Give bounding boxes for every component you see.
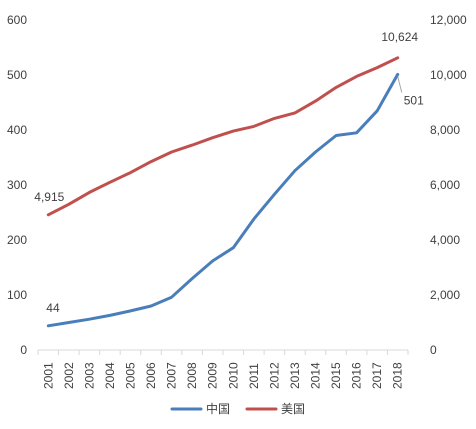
y-right-tick-label: 12,000 — [430, 13, 467, 27]
x-tick-label: 2016 — [350, 362, 364, 389]
data-label: 4,915 — [34, 190, 64, 204]
y-left-tick-label: 600 — [7, 13, 27, 27]
y-left-tick-label: 200 — [7, 233, 27, 247]
data-label: 44 — [46, 301, 60, 315]
y-right-tick-label: 0 — [430, 343, 437, 357]
legend-label-0: 中国 — [206, 401, 230, 416]
series-line-1 — [46, 56, 400, 217]
y-right-tick-label: 2,000 — [430, 288, 460, 302]
x-tick-label: 2001 — [41, 362, 55, 389]
y-left-tick-label: 0 — [20, 343, 27, 357]
annotation-layer: 44 501 4,915 10,624 — [34, 30, 424, 315]
x-tick-label: 2014 — [309, 362, 323, 389]
x-tick-label: 2018 — [391, 362, 405, 389]
y-left-tick-label: 400 — [7, 123, 27, 137]
legend: 中国 美国 — [170, 401, 305, 416]
x-tick-label: 2006 — [144, 362, 158, 389]
y-right-tick-label: 8,000 — [430, 123, 460, 137]
y-right-tick-label: 4,000 — [430, 233, 460, 247]
series-line-0 — [46, 72, 400, 328]
x-tick-label: 2013 — [288, 362, 302, 389]
data-label: 10,624 — [381, 30, 418, 44]
y-right-tick-label: 6,000 — [430, 178, 460, 192]
x-tick-label: 2007 — [165, 362, 179, 389]
x-tick-label: 2009 — [206, 362, 220, 389]
x-tick-label: 2008 — [185, 362, 199, 389]
axes-layer: 0 100 200 300 400 500 600 0 2,000 4,000 6,000 8,000… — [7, 13, 467, 389]
series-lines-layer — [46, 56, 400, 328]
y-left-tick-label: 100 — [7, 288, 27, 302]
x-tick-label: 2002 — [62, 362, 76, 389]
x-tick-label: 2011 — [247, 363, 261, 389]
x-tick-label: 2012 — [267, 362, 281, 389]
legend-label-1: 美国 — [281, 402, 305, 416]
y-right-tick-label: 10,000 — [430, 68, 467, 82]
x-tick-label: 2017 — [370, 362, 384, 389]
x-tick-label: 2015 — [329, 362, 343, 389]
y-left-tick-label: 500 — [7, 68, 27, 82]
data-label: 501 — [404, 93, 424, 107]
y-left-tick-label: 300 — [7, 178, 27, 192]
annotation-leader-line — [397, 76, 403, 93]
x-tick-label: 2010 — [226, 362, 240, 389]
x-tick-label: 2003 — [82, 362, 96, 389]
x-tick-label: 2005 — [124, 362, 138, 389]
x-tick-label: 2004 — [103, 362, 117, 389]
